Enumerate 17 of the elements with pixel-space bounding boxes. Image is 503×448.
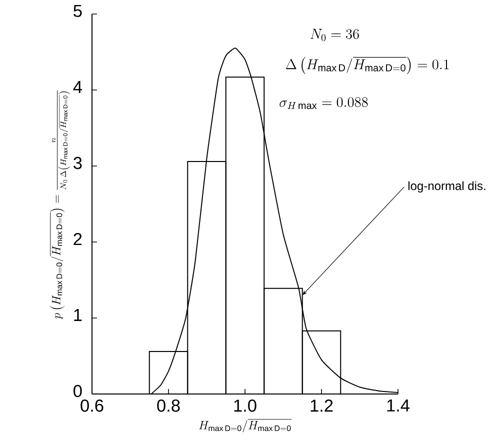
y-axis-title: $p\left(H_{\mathrm{max\,D=0}}/\overline{H_{\mathrm{max\,D=0}}}\right)=\frac{n}{N_0\,\Delta\left(H_{\mathrm{max\,D=0}}/\overline{H_{\mathrm{max\,D=0}}}\right)}$: [50, 90, 70, 320]
y-tick-label: 5: [74, 4, 82, 18]
annotation: log-normal dis.: [408, 181, 486, 192]
x-axis-title: $H_{\mathrm{max\,D=0}}/\overline{H_{\mathrm{max\,D=0}}}$: [199, 419, 292, 432]
y-tick-label: 4: [73, 81, 82, 93]
y-tick-label: 1: [74, 309, 82, 321]
y-tick-label: 0: [74, 384, 82, 398]
x-tick-label: 0.6: [80, 400, 104, 412]
y-tick-label: 3: [74, 156, 82, 170]
annotation: $N_0=36$: [310, 28, 359, 42]
x-tick-label: 1.2: [310, 400, 333, 412]
x-tick-label: 1.0: [234, 400, 256, 412]
y-tick-label: 2: [74, 232, 82, 246]
annotation: $\Delta\left(H_{\mathrm{max\,D}}/\overline{H_{\mathrm{max\,D=0}}}\right)=0.1$: [286, 56, 449, 74]
x-tick-label: 0.8: [157, 400, 180, 412]
annotation: $\sigma_{H\,\mathrm{max}}=0.088$: [280, 97, 368, 110]
x-tick-label: 1.4: [387, 400, 410, 412]
